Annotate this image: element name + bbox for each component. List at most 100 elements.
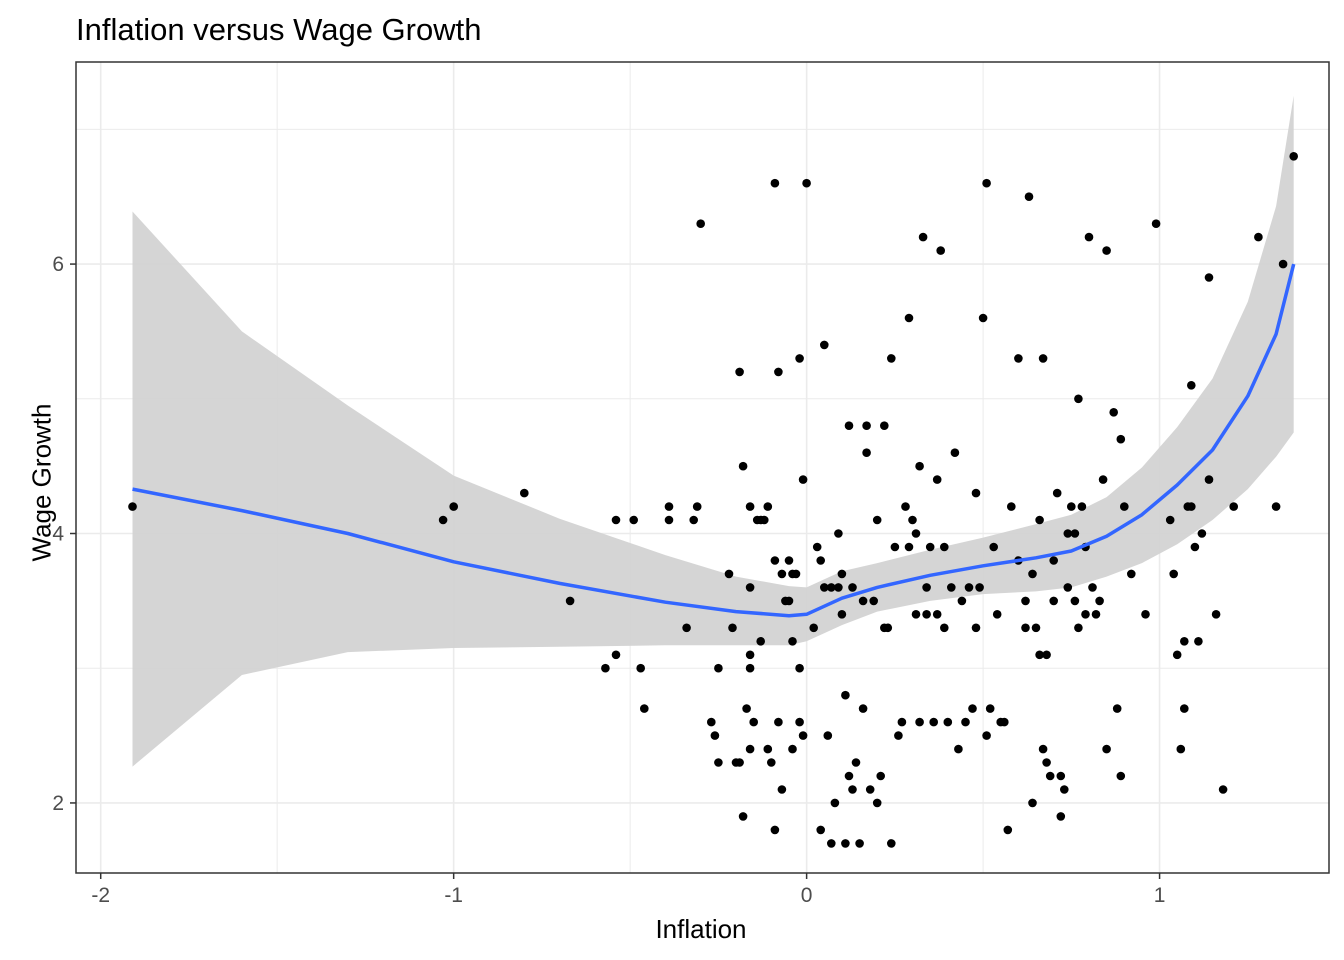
data-point xyxy=(1056,812,1066,821)
data-point xyxy=(943,717,953,727)
data-point xyxy=(823,731,833,740)
data-point xyxy=(770,556,780,565)
data-point xyxy=(1120,502,1129,511)
y-axis-title: Wage Growth xyxy=(26,403,57,562)
data-point xyxy=(745,502,755,511)
data-point xyxy=(858,704,868,713)
data-point xyxy=(816,556,825,565)
chart-title: Inflation versus Wage Growth xyxy=(76,12,482,47)
data-point xyxy=(950,448,960,458)
data-point xyxy=(844,421,854,431)
data-point xyxy=(696,219,705,228)
data-point xyxy=(745,650,755,660)
data-point xyxy=(932,610,942,619)
data-point xyxy=(774,367,783,377)
data-point xyxy=(1187,381,1196,390)
data-point xyxy=(745,744,755,754)
x-tick-label: -2 xyxy=(91,884,110,907)
data-point xyxy=(1070,529,1080,538)
data-point xyxy=(1049,556,1058,565)
data-point xyxy=(1116,771,1126,781)
data-point xyxy=(798,731,808,740)
data-point xyxy=(1063,529,1073,538)
data-point xyxy=(1074,623,1083,633)
data-point xyxy=(841,839,850,848)
data-point xyxy=(844,771,854,781)
data-point xyxy=(1081,610,1090,619)
x-tick-label: 1 xyxy=(1154,884,1166,907)
data-point xyxy=(664,515,674,525)
data-point xyxy=(795,663,804,673)
data-point xyxy=(1169,569,1178,579)
data-point xyxy=(1141,610,1150,619)
data-point xyxy=(1038,354,1048,363)
data-point xyxy=(887,839,896,848)
data-point xyxy=(1218,785,1228,794)
y-tick-label: 6 xyxy=(52,253,64,276)
data-point xyxy=(763,502,773,511)
data-point xyxy=(774,717,783,727)
data-point xyxy=(770,178,780,188)
data-point xyxy=(1070,596,1080,606)
data-point xyxy=(1060,785,1069,794)
data-point xyxy=(1003,825,1013,835)
x-axis-title: Inflation xyxy=(655,914,747,944)
data-point xyxy=(855,839,864,848)
data-point xyxy=(1052,488,1062,498)
data-point xyxy=(1109,408,1118,417)
data-point xyxy=(869,596,878,606)
data-point xyxy=(925,542,935,552)
data-point xyxy=(901,502,910,511)
data-point xyxy=(908,515,917,525)
data-point xyxy=(1077,502,1087,511)
data-point xyxy=(816,825,825,835)
data-point xyxy=(848,785,857,794)
data-point xyxy=(1067,502,1076,511)
data-point xyxy=(911,610,921,619)
panel-border xyxy=(75,61,1330,874)
data-point xyxy=(611,515,621,525)
y-tick-label: 2 xyxy=(52,792,64,815)
data-point xyxy=(795,717,804,727)
data-point xyxy=(802,178,811,188)
data-point xyxy=(992,610,1002,619)
data-point xyxy=(795,354,804,363)
data-point xyxy=(887,354,896,363)
data-point xyxy=(1021,623,1030,633)
data-point xyxy=(742,704,751,713)
data-point xyxy=(1056,771,1066,781)
data-point xyxy=(1063,583,1073,592)
data-point xyxy=(449,502,459,511)
data-point xyxy=(904,542,914,552)
data-point xyxy=(851,758,861,767)
data-point xyxy=(1035,650,1044,660)
data-point xyxy=(728,623,737,633)
data-point xyxy=(830,798,840,808)
data-point xyxy=(834,583,843,592)
data-point xyxy=(1088,583,1097,592)
data-point xyxy=(809,623,818,633)
data-point xyxy=(940,542,949,552)
data-point xyxy=(636,663,645,673)
data-point xyxy=(1151,219,1161,228)
data-point xyxy=(1095,596,1104,606)
data-point xyxy=(1112,704,1122,713)
data-point xyxy=(1211,610,1221,619)
data-point xyxy=(932,475,942,484)
data-point xyxy=(777,785,787,794)
data-point xyxy=(763,744,773,754)
data-point xyxy=(745,583,755,592)
data-point xyxy=(1278,259,1288,269)
data-point xyxy=(1074,394,1083,404)
data-point xyxy=(735,758,744,767)
data-point xyxy=(1127,569,1136,579)
data-point xyxy=(971,488,981,498)
data-point xyxy=(788,744,797,754)
data-point xyxy=(738,461,748,471)
data-point xyxy=(1116,434,1126,444)
data-point xyxy=(865,785,875,794)
data-point xyxy=(714,758,723,767)
data-point xyxy=(848,583,857,592)
data-point xyxy=(1102,744,1111,754)
data-point xyxy=(1194,637,1203,646)
